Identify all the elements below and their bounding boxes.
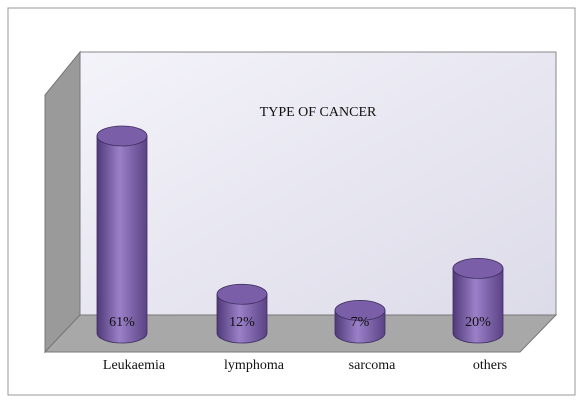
cylinder	[216, 283, 268, 344]
data-label: 20%	[465, 315, 491, 330]
side-wall	[44, 50, 81, 354]
x-tick-label: others	[473, 358, 507, 373]
cylinder-body	[216, 293, 268, 344]
cylinder-top	[96, 125, 148, 147]
cylinder-top	[452, 257, 504, 279]
cylinder-top	[334, 299, 386, 321]
cylinder-body	[452, 268, 504, 344]
cylinder	[96, 125, 148, 344]
x-tick-label: lymphoma	[224, 358, 285, 373]
x-tick-label: sarcoma	[349, 358, 396, 373]
cylinder	[334, 299, 386, 344]
cylinder-body	[96, 135, 148, 344]
data-label: 7%	[351, 315, 370, 330]
floor	[43, 314, 558, 353]
data-label: 61%	[109, 315, 135, 330]
cylinder-top	[216, 283, 268, 305]
cylinder	[452, 257, 504, 344]
x-tick-label: Leukaemia	[103, 358, 166, 373]
data-label: 12%	[229, 315, 255, 330]
chart-title: TYPE OF CANCER	[260, 105, 377, 120]
